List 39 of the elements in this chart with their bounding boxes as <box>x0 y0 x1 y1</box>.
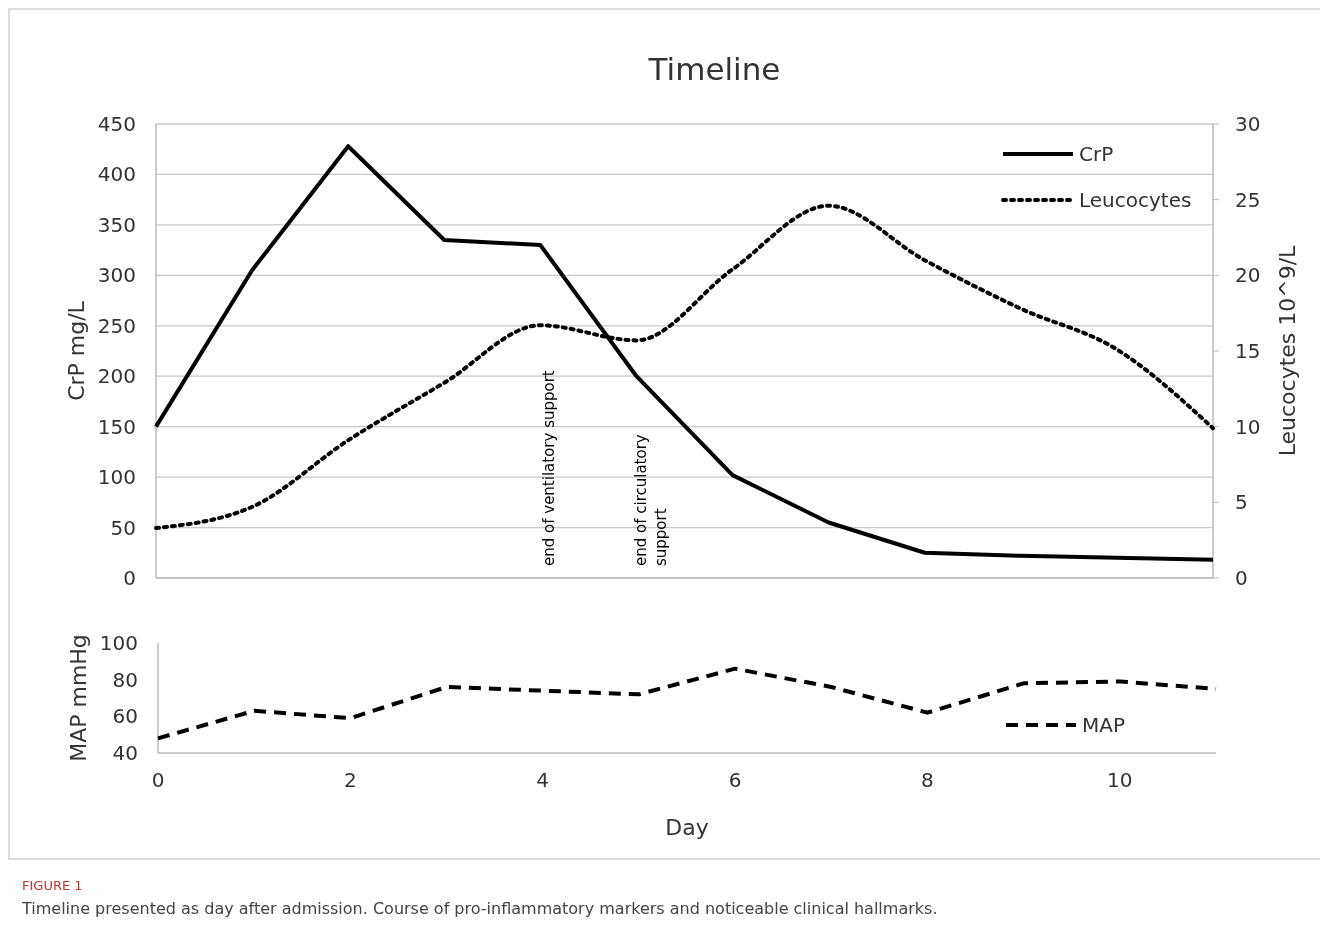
annotation: end of ventilatory support <box>540 370 559 566</box>
y-tick-label: 200 <box>97 364 136 389</box>
legend-label: CrP <box>1079 142 1114 166</box>
x-tick-label: 10 <box>1107 768 1133 792</box>
y-tick-label: 60 <box>112 704 138 729</box>
y-tick-label: 50 <box>110 515 136 540</box>
y2-tick-label: 15 <box>1235 339 1261 363</box>
caption: FIGURE 1 <box>22 878 83 893</box>
y-tick-label: 100 <box>97 465 136 490</box>
y-tick-label: 250 <box>97 313 136 338</box>
chart-title: Timeline <box>647 51 781 87</box>
x-axis-title: Day <box>665 815 709 840</box>
y2-tick-label: 25 <box>1235 187 1261 212</box>
x-tick-label: 2 <box>344 768 357 792</box>
y-axis-title: MAP mmHg <box>66 634 91 762</box>
legend-label: Leucocytes <box>1079 188 1192 212</box>
annotation: end of circulatory support <box>632 434 670 566</box>
y2-axis-title: Leucocytes 10^9/L <box>1275 244 1300 457</box>
x-tick-label: 8 <box>921 768 934 792</box>
y2-tick-label: 20 <box>1235 263 1261 288</box>
y-tick-label: 400 <box>97 162 136 187</box>
x-tick-label: 4 <box>536 768 550 792</box>
text: Timeline presented as day after admission. Course of pro-inflammatory markers and noticeable clinical hallmarks. <box>21 899 938 918</box>
x-tick-label: 0 <box>151 768 165 792</box>
y-tick-label: 300 <box>97 263 136 288</box>
y-tick-label: 100 <box>99 631 138 655</box>
y-tick-label: 0 <box>123 566 136 590</box>
legend-label: MAP <box>1082 713 1125 737</box>
y2-tick-label: 5 <box>1235 490 1248 515</box>
y2-tick-label: 10 <box>1235 414 1261 439</box>
x-tick-label: 6 <box>728 768 742 792</box>
y-tick-label: 40 <box>112 741 138 765</box>
y-axis-title: CrP mg/L <box>64 300 89 401</box>
y2-tick-label: 0 <box>1235 566 1248 590</box>
y-tick-label: 80 <box>112 667 138 692</box>
y-tick-label: 150 <box>97 414 136 439</box>
y2-tick-label: 30 <box>1235 112 1261 136</box>
y-tick-label: 450 <box>97 112 136 136</box>
y-tick-label: 350 <box>97 212 136 237</box>
